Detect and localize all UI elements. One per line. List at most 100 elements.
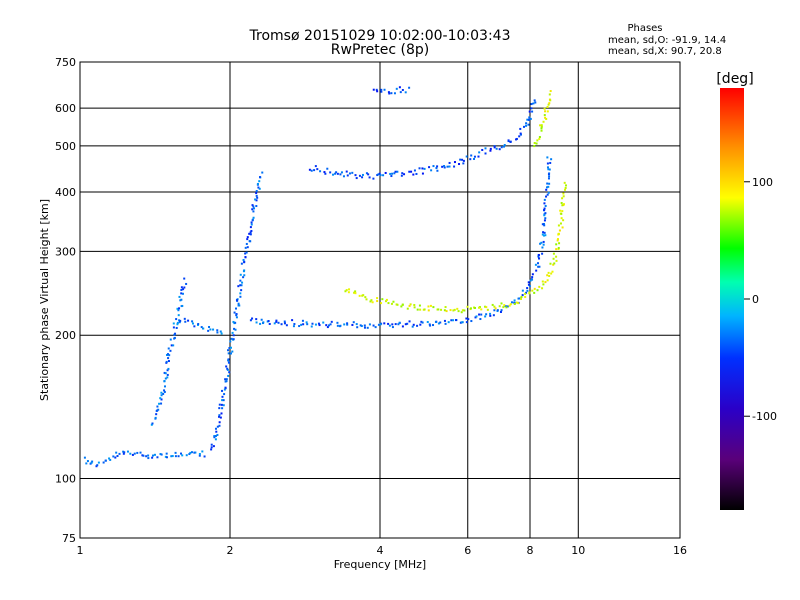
data-point	[243, 261, 246, 264]
data-point	[232, 338, 235, 341]
data-point	[463, 309, 466, 312]
data-point	[548, 175, 551, 178]
stats-title: Phases	[627, 23, 662, 34]
data-point	[444, 322, 447, 325]
data-point	[212, 328, 215, 331]
data-point	[408, 304, 411, 307]
data-point	[461, 321, 464, 324]
data-point	[541, 252, 544, 255]
data-point	[398, 321, 401, 324]
data-point	[548, 168, 551, 171]
data-point	[563, 181, 566, 184]
data-point	[477, 155, 480, 158]
data-point	[547, 185, 550, 188]
data-point	[180, 298, 183, 301]
data-point	[397, 323, 400, 326]
data-point	[302, 323, 305, 326]
data-point	[177, 309, 180, 312]
data-point	[548, 172, 551, 175]
data-point	[258, 180, 261, 183]
data-point	[181, 454, 184, 457]
data-point	[542, 120, 545, 123]
data-point	[493, 305, 496, 308]
data-point	[177, 314, 180, 317]
data-point	[537, 255, 540, 258]
data-point	[210, 443, 213, 446]
data-point	[546, 193, 549, 196]
data-point	[330, 320, 333, 323]
data-point	[253, 207, 256, 210]
data-point	[224, 380, 227, 383]
data-point	[314, 323, 317, 326]
data-point	[533, 145, 536, 148]
data-point	[423, 167, 426, 170]
data-point	[255, 192, 258, 195]
y-tick-label: 100	[55, 473, 76, 486]
data-point	[220, 332, 223, 335]
data-point	[249, 233, 252, 236]
data-point	[324, 172, 327, 175]
data-point	[170, 344, 173, 347]
data-point	[418, 304, 421, 307]
data-point	[348, 172, 351, 175]
data-point	[412, 173, 415, 176]
data-point	[218, 414, 221, 417]
data-point	[258, 187, 261, 190]
data-point	[255, 189, 258, 192]
data-point	[401, 325, 404, 328]
data-point	[152, 454, 155, 457]
data-point	[545, 195, 548, 198]
data-point	[528, 285, 531, 288]
data-point	[503, 145, 506, 148]
data-point	[547, 271, 550, 274]
data-point	[363, 324, 366, 327]
data-point	[496, 309, 499, 312]
data-point	[527, 123, 530, 126]
data-point	[506, 305, 509, 308]
data-point	[535, 142, 538, 145]
data-point	[90, 461, 93, 464]
data-point	[408, 320, 411, 323]
data-point	[237, 285, 240, 288]
data-point	[353, 291, 356, 294]
data-point	[453, 161, 456, 164]
data-point	[164, 372, 167, 375]
data-point	[227, 352, 230, 355]
data-point	[348, 288, 351, 291]
data-point	[245, 242, 248, 245]
data-point	[473, 157, 476, 160]
data-point	[141, 454, 144, 457]
data-point	[254, 198, 257, 201]
data-point	[97, 461, 100, 464]
data-point	[376, 90, 379, 93]
data-point	[273, 322, 276, 325]
data-point	[478, 306, 481, 309]
data-point	[235, 316, 238, 319]
data-point	[379, 323, 382, 326]
data-point	[531, 276, 534, 279]
data-point	[518, 297, 521, 300]
data-point	[519, 132, 522, 135]
data-point	[524, 292, 527, 295]
data-point	[479, 318, 482, 321]
data-point	[529, 279, 532, 282]
data-point	[160, 394, 163, 397]
data-point	[197, 323, 200, 326]
data-point	[151, 422, 154, 425]
data-point	[261, 171, 264, 174]
data-point	[555, 259, 558, 262]
data-point	[412, 323, 415, 326]
data-point	[329, 323, 332, 326]
data-point	[251, 204, 254, 207]
data-point	[475, 315, 478, 318]
data-point	[548, 274, 551, 277]
data-point	[174, 455, 177, 458]
data-point	[542, 222, 545, 225]
data-point	[187, 319, 190, 322]
data-point	[528, 110, 531, 113]
data-point	[227, 374, 230, 377]
data-point	[428, 166, 431, 169]
data-point	[354, 290, 357, 293]
data-point	[540, 129, 543, 132]
data-point	[540, 124, 543, 127]
